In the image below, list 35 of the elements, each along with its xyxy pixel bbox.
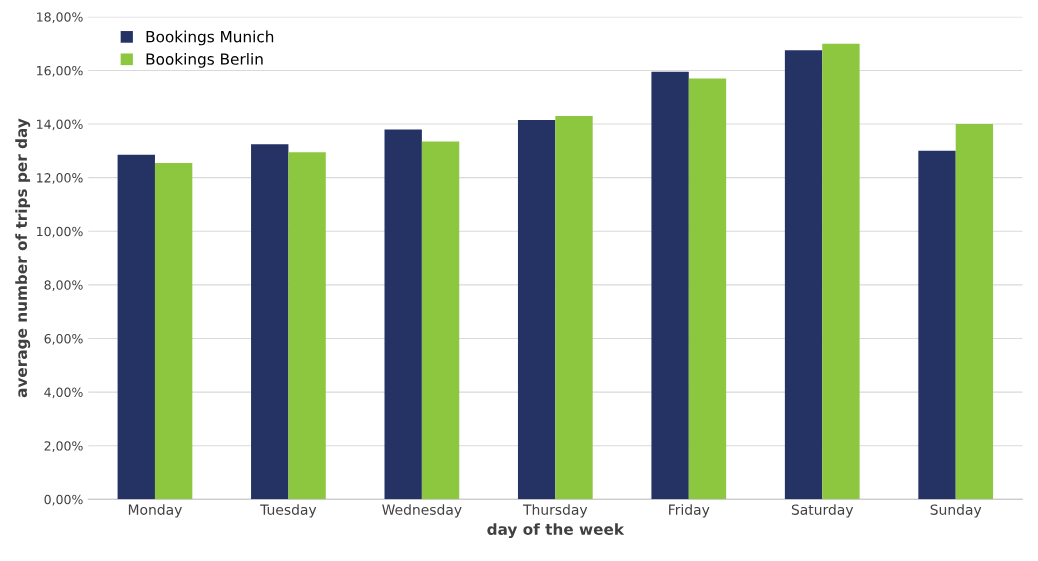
y-tick-label: 10,00% [37, 226, 83, 238]
x-axis-title: day of the week [487, 523, 625, 539]
y-tick-label: 14,00% [37, 119, 83, 131]
y-axis-title: average number of trips per day [15, 118, 31, 398]
bar [688, 78, 727, 500]
bar [822, 43, 860, 500]
x-tick-label: Saturday [791, 504, 854, 518]
y-tick-label: 12,00% [37, 173, 83, 184]
bar [517, 120, 556, 500]
bar [384, 129, 422, 500]
y-tick-label: 8,00% [44, 280, 83, 292]
x-tick-label: Thursday [523, 504, 588, 518]
bar [251, 144, 289, 500]
legend-label: Bookings Munich [146, 30, 274, 46]
x-tick-label: Sunday [930, 504, 982, 518]
y-tick-label: 2,00% [44, 441, 83, 452]
y-tick-label: 16,00% [37, 65, 83, 77]
bar [154, 162, 193, 500]
x-tick-label: Monday [128, 504, 182, 518]
bar [918, 150, 956, 500]
x-tick-label: Wednesday [382, 504, 462, 518]
legend-label: Bookings Berlin [146, 53, 263, 68]
bar [117, 154, 155, 500]
bar [421, 141, 460, 500]
bar [288, 152, 326, 500]
y-tick-label: 0,00% [44, 494, 83, 506]
bar [555, 116, 593, 500]
y-tick-label: 18,00% [37, 12, 83, 24]
bar [651, 71, 689, 500]
y-tick-label: 6,00% [44, 333, 83, 345]
y-tick-label: 4,00% [44, 387, 83, 399]
bar [955, 124, 994, 500]
bar [784, 50, 823, 500]
x-tick-label: Friday [669, 504, 710, 518]
x-tick-label: Tuesday [260, 504, 317, 518]
